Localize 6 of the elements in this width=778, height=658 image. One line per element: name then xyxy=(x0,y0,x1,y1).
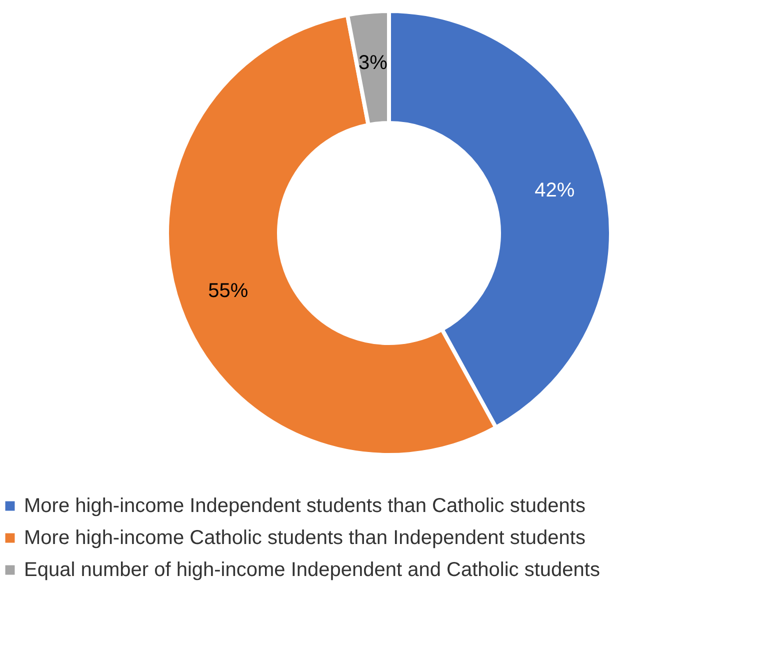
legend-label: Equal number of high-income Independent and Catholic students xyxy=(24,559,600,581)
legend-label: More high-income Independent students than Catholic students xyxy=(24,495,586,517)
data-label: 55% xyxy=(208,280,248,302)
legend-label: More high-income Catholic students than Independent students xyxy=(24,527,586,549)
data-label: 3% xyxy=(358,52,388,74)
data-label: 42% xyxy=(534,179,575,202)
